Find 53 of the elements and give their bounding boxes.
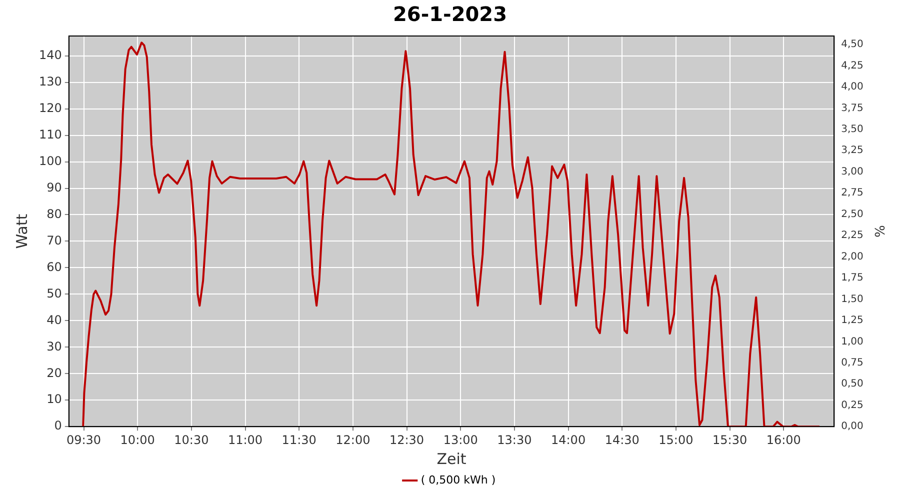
- x-tick-label: 11:00: [228, 432, 263, 447]
- x-axis-title: Zeit: [436, 450, 466, 468]
- y-axis-title: Watt: [12, 214, 31, 249]
- y2-tick-label: 0,00: [841, 421, 864, 432]
- x-tick-label: 10:00: [120, 432, 155, 447]
- y-tick-label: 90: [46, 180, 62, 194]
- y2-tick-label: 4,25: [841, 60, 864, 72]
- y2-tick-label: 1,75: [841, 272, 864, 284]
- y2-tick-label: 1,25: [841, 315, 864, 326]
- x-tick-label: 14:30: [604, 432, 640, 447]
- y-tick-label: 10: [46, 392, 62, 406]
- y-tick-label: 110: [39, 127, 62, 142]
- chart-title: 26-1-2023: [392, 2, 508, 26]
- y-tick-label: 140: [39, 48, 62, 62]
- y2-tick-label: 3,50: [841, 124, 864, 135]
- y2-tick-label: 2,00: [841, 251, 864, 262]
- y2-tick-label: 1,00: [841, 336, 864, 348]
- x-tick-label: 09:30: [66, 432, 102, 447]
- y-tick-label: 0: [54, 418, 62, 433]
- y2-tick-label: 0,50: [841, 378, 864, 390]
- y2-tick-label: 2,75: [841, 188, 864, 199]
- x-tick-label: 16:00: [766, 432, 801, 447]
- x-tick-label: 12:30: [389, 432, 424, 447]
- y-tick-label: 50: [46, 286, 62, 300]
- x-tick-label: 14:00: [550, 432, 586, 447]
- x-tick-label: 13:00: [443, 432, 478, 447]
- x-tick-label: 10:30: [174, 432, 209, 447]
- x-tick-label: 15:00: [658, 432, 694, 447]
- y2-tick-label: 0,25: [841, 400, 864, 411]
- y-tick-label: 120: [39, 100, 62, 115]
- y2-tick-label: 2,25: [841, 230, 864, 242]
- y2-tick-label: 2,50: [841, 208, 864, 220]
- y2-tick-label: 0,75: [841, 358, 864, 369]
- y2-tick-label: 4,50: [841, 39, 864, 50]
- y-tick-label: 100: [39, 154, 62, 168]
- y-tick-label: 20: [46, 366, 62, 380]
- x-tick-label: 13:30: [497, 432, 532, 447]
- x-tick-label: 15:30: [712, 432, 748, 447]
- y2-tick-label: 1,50: [841, 294, 864, 305]
- y2-tick-label: 3,25: [841, 145, 864, 156]
- legend-label: ( 0,500 kWh ): [420, 473, 496, 486]
- y-tick-label: 80: [46, 206, 62, 221]
- y-tick-label: 60: [46, 260, 62, 274]
- x-tick-label: 11:30: [282, 432, 316, 447]
- y2-tick-label: 4,00: [841, 82, 864, 93]
- y-tick-label: 40: [46, 312, 62, 327]
- y-tick-label: 130: [39, 74, 62, 88]
- y2-tick-label: 3,75: [841, 102, 864, 114]
- y-tick-label: 70: [46, 233, 62, 248]
- y2-tick-label: 3,00: [841, 166, 864, 178]
- y2-axis-title: %: [870, 225, 886, 238]
- y-tick-label: 30: [46, 339, 62, 354]
- x-tick-label: 12:00: [336, 432, 370, 447]
